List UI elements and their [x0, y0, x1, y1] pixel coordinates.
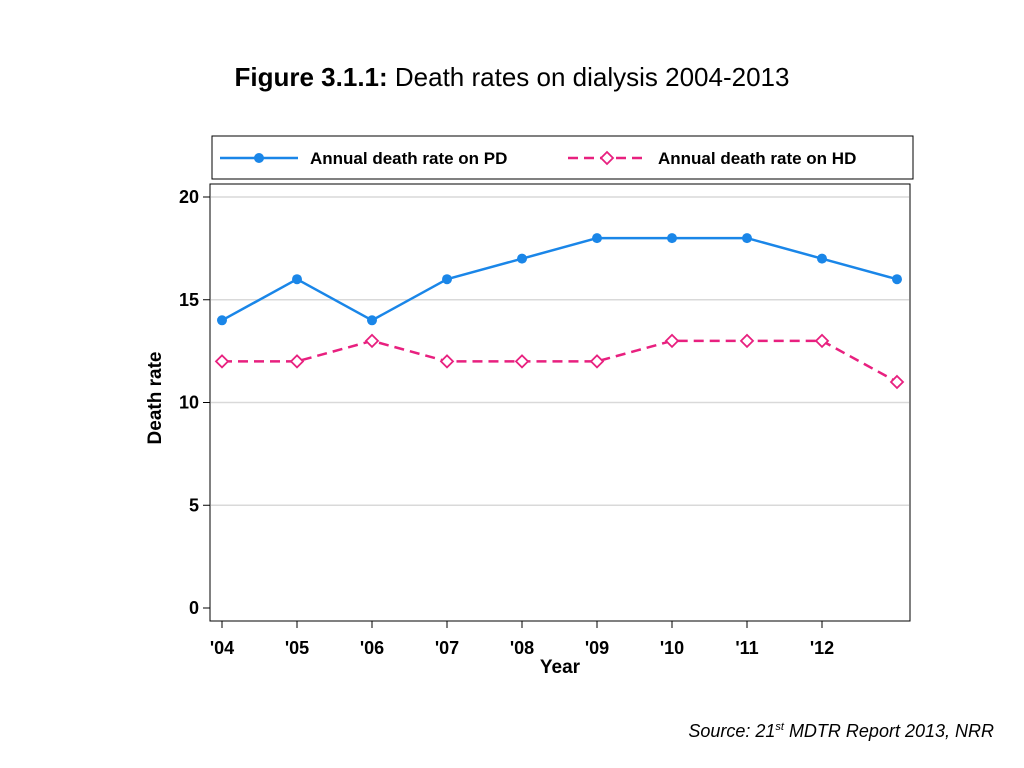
series-1-point [742, 233, 752, 244]
series-2-point [364, 333, 380, 349]
series-layer [214, 233, 905, 390]
series-1-point [892, 274, 902, 285]
series-1-point [217, 315, 227, 326]
y-tick-label: 20 [179, 187, 199, 207]
series-2-point [439, 354, 455, 369]
series-2-point [589, 354, 605, 369]
legend-label-2: Annual death rate on HD [658, 149, 856, 168]
x-tick-label: '06 [360, 638, 384, 658]
series-line-1 [221, 236, 898, 322]
series-1-point [517, 253, 527, 264]
legend-marker-2 [599, 150, 615, 166]
y-tick-label: 0 [189, 598, 199, 618]
series-2-point [889, 374, 905, 390]
series-line-2 [222, 339, 898, 384]
figure-label: Figure 3.1.1: [234, 62, 388, 92]
series-2-point [814, 333, 830, 349]
series-2-point [664, 333, 680, 349]
series-1-point [367, 315, 377, 326]
legend-marker-1 [254, 153, 264, 163]
x-tick-label: '05 [285, 638, 309, 658]
legend: Annual death rate on PD Annual death rate… [220, 149, 856, 168]
series-2-point [739, 333, 755, 349]
x-tick-label: '12 [810, 638, 834, 658]
gridlines [211, 196, 909, 506]
x-tick-label: '10 [660, 638, 684, 658]
series-2-point [514, 354, 530, 369]
chart-title: Figure 3.1.1: Death rates on dialysis 20… [0, 62, 1024, 93]
x-tick-label: '07 [435, 638, 459, 658]
source-superscript: st [775, 721, 784, 733]
series-1-point [292, 274, 302, 285]
series-1-point [442, 274, 452, 285]
y-tick-label: 5 [189, 495, 199, 515]
x-tick-label: '09 [585, 638, 609, 658]
legend-box [211, 135, 914, 180]
x-axis: '04 '05 '06 '07 '08 '09 '10 '11 '12 [210, 621, 834, 658]
figure-title-text: Death rates on dialysis 2004-2013 [394, 62, 790, 92]
series-2-point [289, 354, 305, 369]
series-1-point [667, 233, 677, 244]
x-axis-title: Year [540, 657, 581, 678]
source-note: Source: 21st MDTR Report 2013, NRR [688, 721, 994, 742]
series-2-point [214, 354, 230, 369]
y-axis: 0 5 10 15 20 [179, 187, 210, 618]
x-tick-label: '11 [735, 638, 758, 658]
series-1-point [817, 253, 827, 264]
x-tick-label: '04 [210, 638, 234, 658]
y-tick-label: 10 [179, 393, 199, 413]
y-axis-title: Death rate [145, 352, 166, 445]
x-tick-label: '08 [510, 638, 534, 658]
source-suffix: MDTR Report 2013, NRR [783, 721, 994, 741]
series-1-point [592, 233, 602, 244]
legend-label-1: Annual death rate on PD [310, 149, 507, 168]
y-tick-label: 15 [179, 290, 199, 310]
source-prefix: Source: 21 [688, 721, 776, 741]
